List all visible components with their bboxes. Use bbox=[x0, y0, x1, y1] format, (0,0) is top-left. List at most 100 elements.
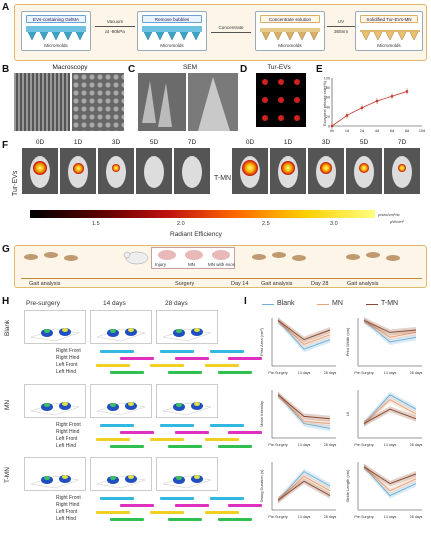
i-series-line bbox=[277, 394, 331, 429]
rat-icon bbox=[123, 251, 149, 265]
footprint-icon bbox=[24, 252, 78, 261]
inset-mn: MN bbox=[188, 262, 195, 267]
macroscopy-photo-1 bbox=[14, 73, 70, 131]
e-release-point bbox=[390, 94, 394, 98]
gait-bar bbox=[168, 445, 202, 448]
fluorescence-signal bbox=[359, 163, 369, 173]
surgery-inset: Injury MN MN with exos bbox=[151, 247, 235, 269]
gait-bar bbox=[100, 424, 134, 427]
e-ytick: 100 bbox=[324, 77, 330, 81]
step-2-foot: Micromolds bbox=[160, 43, 184, 48]
fluorescence-signal bbox=[398, 164, 406, 172]
panel-label-e: E bbox=[316, 64, 323, 75]
release-ylabel: Exosome release rate(%) bbox=[322, 80, 327, 126]
ivis-time-label: 0D bbox=[245, 139, 255, 146]
i-series-line bbox=[277, 394, 331, 425]
timeline-panel: Injury MN MN with exos Gait analysis Sur… bbox=[14, 245, 427, 288]
gait-bar bbox=[205, 438, 239, 441]
i-series-line bbox=[363, 319, 417, 333]
e-ytick: 40 bbox=[326, 105, 330, 109]
panel-label-g: G bbox=[2, 244, 10, 255]
gait-bar bbox=[218, 445, 252, 448]
gait-label: Left Front bbox=[56, 509, 78, 515]
gait-label: Left Front bbox=[56, 436, 78, 442]
e-ytick: 60 bbox=[326, 96, 330, 100]
gait-bar bbox=[150, 364, 184, 367]
gait-bar bbox=[120, 431, 154, 434]
legend-tmn-swatch bbox=[366, 304, 378, 305]
gait-bar bbox=[160, 424, 194, 427]
gait-label: Right Hind bbox=[56, 429, 80, 435]
gait-bar bbox=[205, 364, 239, 367]
gait-bar bbox=[100, 497, 134, 500]
gait-bar bbox=[205, 511, 239, 514]
i-xtick: 14 days bbox=[298, 371, 311, 375]
e-ytick: 0 bbox=[328, 125, 330, 129]
gait-bar bbox=[110, 518, 144, 521]
e-xtick: 6d bbox=[390, 129, 394, 133]
gait-label: Right Hind bbox=[56, 502, 80, 508]
i-xtick: Pre-Surgery bbox=[354, 443, 374, 447]
gait-label: Left Hind bbox=[56, 369, 77, 375]
i-ylabel: Swing Duration (s) bbox=[259, 469, 264, 503]
i-ci-band bbox=[364, 391, 416, 427]
h-col-14: 14 days bbox=[103, 300, 126, 307]
micromold-icon bbox=[142, 26, 202, 41]
i-series-line bbox=[363, 398, 417, 424]
arrow-3-bottom: 365nm bbox=[333, 29, 349, 34]
gait-label: Right Front bbox=[56, 348, 81, 354]
timeline-gait-3: Gait analysis bbox=[347, 281, 379, 287]
i-series-line bbox=[363, 408, 417, 425]
step-3: Concentrate solution Micromolds bbox=[255, 11, 325, 51]
macroscopy-title: Macroscopy bbox=[52, 64, 88, 71]
fluorescence-signal bbox=[242, 160, 258, 176]
tur-evs-label: Tur-EVs bbox=[12, 170, 19, 196]
gait-label: Right Front bbox=[56, 495, 81, 501]
i-xtick: Pre-Surgery bbox=[354, 515, 374, 519]
gait-label: Left Hind bbox=[56, 516, 77, 522]
colorbar-tick-1: 1.5 bbox=[92, 221, 100, 227]
pressure-map bbox=[24, 457, 86, 491]
i-series-line bbox=[363, 319, 417, 338]
pressure-map bbox=[156, 310, 218, 344]
step-1-foot: Micromolds bbox=[44, 43, 68, 48]
step-1-label: EVs-containing GelMA bbox=[26, 15, 86, 23]
h-row-label: MN bbox=[4, 399, 11, 410]
i-ylabel: Print Area (cm²) bbox=[259, 327, 264, 356]
fabrication-workflow: EVs-containing GelMA Micromolds Vacuum a… bbox=[14, 4, 427, 61]
release-chart: 0 20 40 60 80 100 0h 1d 2d 4d 6d 8d 10d bbox=[324, 77, 426, 134]
i-ylabel: Stride Length (cm) bbox=[345, 469, 350, 503]
ivis-time-label: 3D bbox=[321, 139, 331, 146]
pressure-map bbox=[156, 384, 218, 418]
i-series-line bbox=[277, 320, 331, 350]
gait-bar bbox=[168, 371, 202, 374]
timeline-surgery: Surgery bbox=[175, 281, 195, 287]
gait-bar bbox=[228, 431, 262, 434]
i-ylabel: LII bbox=[345, 412, 350, 416]
gait-bar bbox=[168, 518, 202, 521]
i-series-line bbox=[277, 319, 331, 341]
fluorescence-signal bbox=[72, 162, 84, 174]
timeline-gait-2: Gait analysis bbox=[261, 281, 293, 287]
i-xtick: 28 days bbox=[324, 443, 337, 447]
pressure-map bbox=[24, 310, 86, 344]
gait-bar bbox=[96, 511, 130, 514]
ivis-image-5d: 5D bbox=[136, 139, 172, 194]
i-series-line bbox=[363, 466, 417, 485]
gait-bar bbox=[110, 371, 144, 374]
e-xtick: 2d bbox=[360, 129, 364, 133]
panel-label-b: B bbox=[2, 64, 10, 75]
i-chart: Swing Duration (s) Pre-Surgery 14 days 28 d… bbox=[259, 462, 337, 519]
i-series-line bbox=[363, 394, 417, 424]
i-xtick: Pre-Surgery bbox=[354, 371, 374, 375]
gait-bar bbox=[218, 371, 252, 374]
e-ytick: 20 bbox=[326, 115, 330, 119]
gait-bar bbox=[120, 504, 154, 507]
timeline-gait-1: Gait analysis bbox=[29, 281, 61, 287]
inset-mn-exos: MN with exos bbox=[208, 262, 236, 267]
panel-label-i: I bbox=[244, 296, 247, 307]
gait-label: Right Hind bbox=[56, 355, 80, 361]
i-series-line bbox=[363, 466, 417, 492]
i-xtick: 28 days bbox=[324, 515, 337, 519]
pressure-map bbox=[90, 310, 152, 344]
